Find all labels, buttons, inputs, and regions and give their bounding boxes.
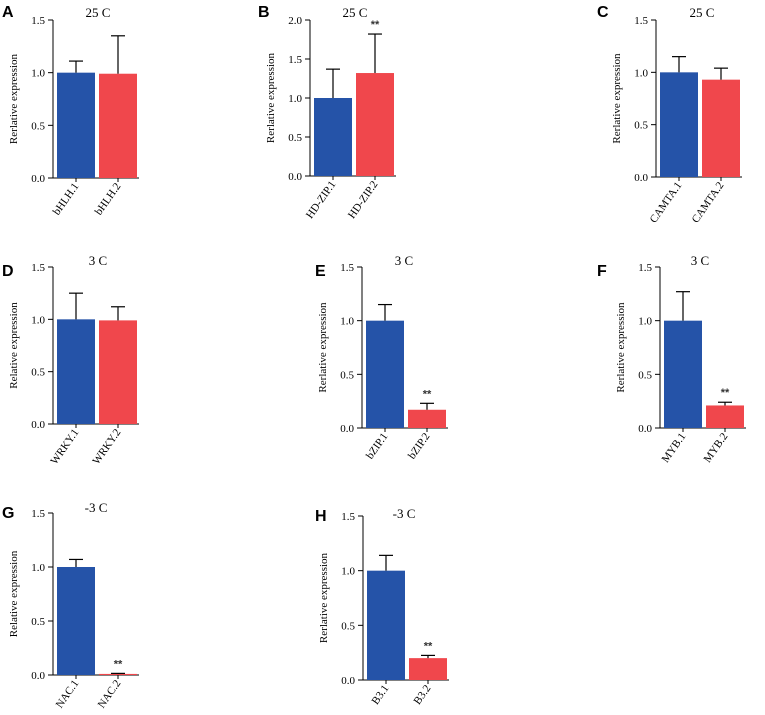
panel-b-ytick-label: 0.5 [288, 132, 302, 144]
panel-f-bar-2 [706, 405, 744, 428]
panel-a-bar-2 [99, 73, 137, 178]
panel-b-letter: B [258, 4, 270, 21]
panel-a-ytick-label: 1.0 [31, 68, 45, 80]
panel-f-significance-2: ** [721, 387, 730, 399]
panel-f-title: 3 C [691, 253, 709, 268]
panel-b-significance-2: ** [371, 19, 380, 31]
panel-f-ytick-label: 0.0 [638, 423, 652, 435]
panel-c-category-1: CAMTA.1 [648, 180, 685, 225]
panel-d-letter: D [2, 263, 14, 280]
panel-e-bar-1 [366, 320, 404, 428]
panel-d-ytick-label: 0.5 [31, 367, 45, 379]
panel-c-letter: C [597, 4, 609, 21]
panel-b-ytick-label: 1.0 [288, 93, 302, 105]
panel-c-bar-1 [660, 72, 698, 177]
panel-f-ytick-label: 1.5 [638, 262, 652, 274]
panel-b-bar-2 [356, 73, 394, 176]
panel-f-category-2: MYB.2 [702, 431, 731, 465]
panel-h-title: -3 C [393, 506, 416, 521]
panel-c-ytick-label: 0.5 [634, 120, 648, 132]
panel-c-ytick-label: 0.0 [634, 172, 648, 184]
panel-f-letter: F [597, 263, 607, 280]
panel-e-letter: E [315, 263, 326, 280]
panel-a-ytick-label: 1.5 [31, 15, 45, 27]
panel-b-category-2: HD-ZIP.2 [346, 179, 381, 221]
panel-d-category-2: WRKY.2 [90, 427, 123, 467]
panel-d-ytick-label: 1.5 [31, 262, 45, 274]
panel-c-ytick-label: 1.5 [634, 15, 648, 27]
panel-e-ylabel: Rerlative expression [317, 302, 329, 393]
panel-h-ytick-label: 1.0 [341, 566, 355, 578]
panel-h-ylabel: Rerlative expression [318, 552, 330, 643]
panel-h-ytick-label: 1.5 [341, 511, 355, 523]
panel-a-ytick-label: 0.5 [31, 120, 45, 132]
panel-f-category-1: MYB.1 [660, 431, 689, 465]
panel-f-ylabel: Rerlative expression [615, 302, 627, 393]
panel-d-bar-2 [99, 320, 137, 424]
panel-a-title: 25 C [86, 5, 111, 20]
panel-e-bar-2 [408, 409, 446, 428]
panel-g-bar-2 [99, 673, 137, 675]
panel-d-ylabel: Relative expression [8, 302, 20, 389]
panel-b-ylabel: Rerlative expression [265, 52, 277, 143]
panel-h-bar-1 [367, 570, 405, 680]
panel-h-category-2: B3.2 [412, 683, 434, 707]
panel-g-ytick-label: 0.5 [31, 616, 45, 628]
panel-g-ylabel: Relative expression [8, 550, 20, 637]
panel-b-ytick-label: 1.5 [288, 54, 302, 66]
panel-b-category-1: HD-ZIP.1 [304, 179, 339, 221]
panel-c-category-2: CAMTA.2 [690, 180, 727, 225]
panel-a-letter: A [2, 4, 14, 21]
panel-b-title: 25 C [343, 5, 368, 20]
panel-b-bar-1 [314, 98, 352, 176]
panel-a-category-1: bHLH.1 [51, 181, 82, 218]
panel-e-category-2: bZIP.2 [406, 431, 432, 462]
panel-d-title: 3 C [89, 253, 107, 268]
panel-a-bar-1 [57, 72, 95, 178]
panel-h-bar-2 [409, 658, 447, 680]
panel-g-ytick-label: 1.0 [31, 562, 45, 574]
panel-c-bar-2 [702, 79, 740, 177]
panel-c-ylabel: Rerlative expression [611, 53, 623, 144]
panel-c-title: 25 C [690, 5, 715, 20]
panel-h-ytick-label: 0.5 [341, 620, 355, 632]
panel-h-category-1: B3.1 [370, 683, 392, 707]
panel-e-ytick-label: 1.0 [340, 316, 354, 328]
panel-f-ytick-label: 1.0 [638, 316, 652, 328]
panel-a-ylabel: Rerlative expression [8, 53, 20, 144]
panel-h-letter: H [315, 508, 327, 525]
panel-g-category-2: NAC.2 [96, 678, 124, 711]
panel-b-ytick-label: 0.0 [288, 171, 302, 183]
panel-g-ytick-label: 1.5 [31, 508, 45, 520]
panel-g-bar-1 [57, 567, 95, 675]
panel-e-significance-2: ** [423, 388, 432, 400]
panel-h-ytick-label: 0.0 [341, 675, 355, 687]
panel-d-ytick-label: 1.0 [31, 314, 45, 326]
panel-f-bar-1 [664, 320, 702, 428]
panel-a-category-2: bHLH.2 [93, 181, 124, 218]
panel-e-ytick-label: 1.5 [340, 262, 354, 274]
panel-g-category-1: NAC.1 [54, 678, 82, 711]
panel-d-ytick-label: 0.0 [31, 419, 45, 431]
panel-e-title: 3 C [395, 253, 413, 268]
panel-e-ytick-label: 0.0 [340, 423, 354, 435]
panel-h-significance-2: ** [424, 640, 433, 652]
panel-g-significance-2: ** [114, 658, 123, 670]
panel-g-title: -3 C [85, 500, 108, 515]
panel-b-ytick-label: 2.0 [288, 15, 302, 27]
panel-e-ytick-label: 0.5 [340, 369, 354, 381]
panel-d-category-1: WRKY.1 [48, 427, 81, 467]
panel-e-category-1: bZIP.1 [364, 431, 390, 462]
panel-d-bar-1 [57, 319, 95, 424]
panel-f-ytick-label: 0.5 [638, 369, 652, 381]
panel-g-ytick-label: 0.0 [31, 670, 45, 682]
panel-c-ytick-label: 1.0 [634, 67, 648, 79]
panel-g-letter: G [2, 505, 14, 522]
panel-a-ytick-label: 0.0 [31, 173, 45, 185]
